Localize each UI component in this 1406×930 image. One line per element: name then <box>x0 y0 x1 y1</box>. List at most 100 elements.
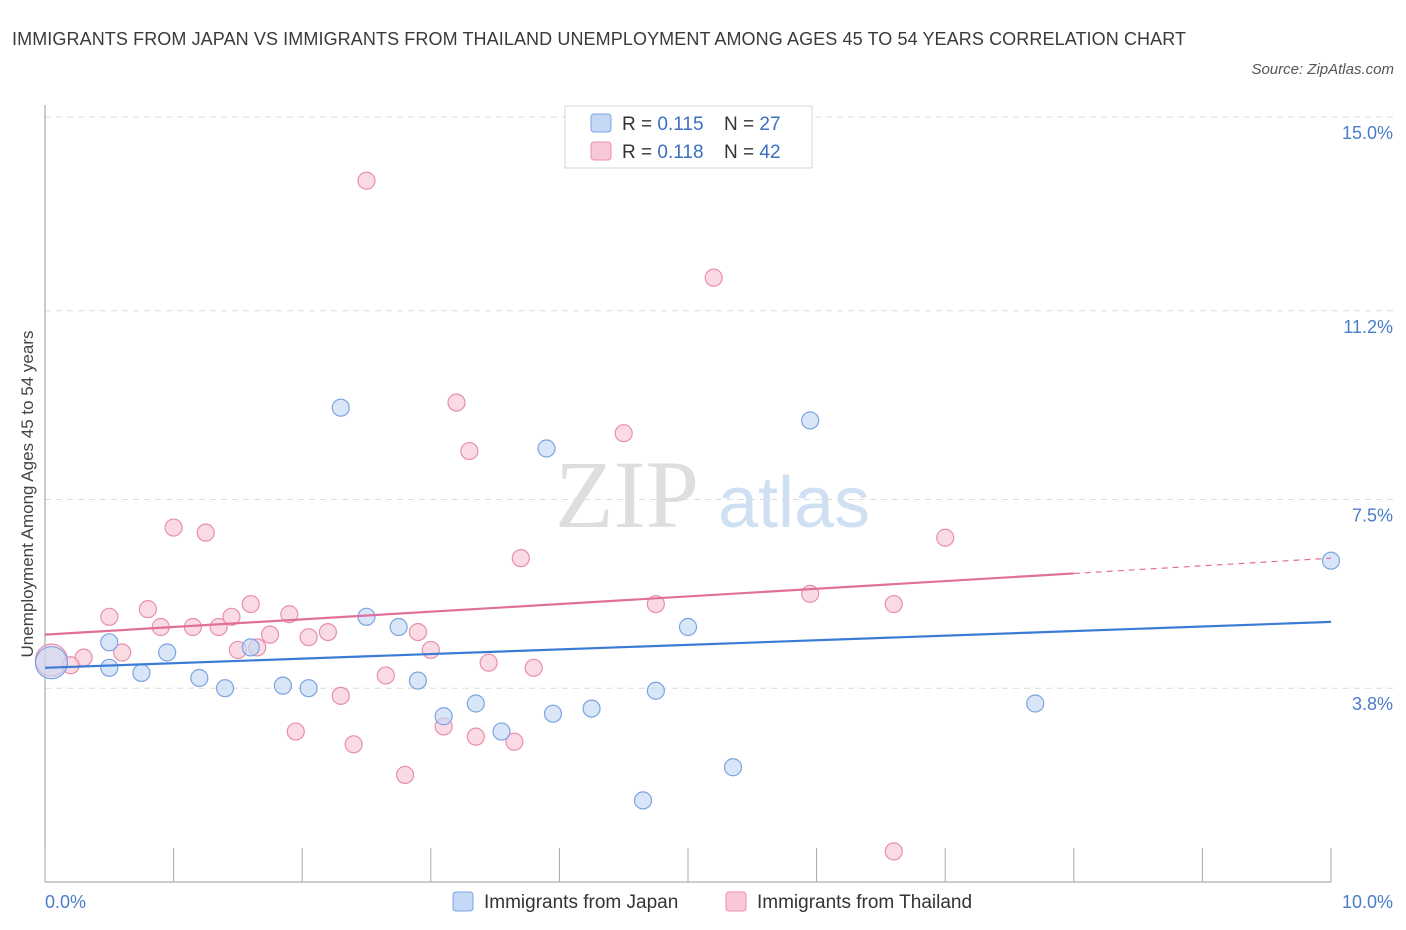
thailand-point <box>286 722 305 741</box>
japan-point <box>273 676 293 695</box>
japan-point <box>100 658 119 677</box>
japan-point <box>132 663 151 683</box>
bottom-legend-label-japan: Immigrants from Japan <box>484 892 678 913</box>
legend-n-label: N = <box>724 142 759 163</box>
thailand-point <box>936 528 955 547</box>
bottom-legend-label-thailand: Immigrants from Thailand <box>757 892 972 913</box>
japan-point <box>801 411 820 430</box>
y-tick-label: 7.5% <box>1352 506 1393 526</box>
legend-box: R = 0.115 N = 27 R = 0.118 N = 42 <box>564 105 813 169</box>
x-axis-ticks <box>44 848 1332 882</box>
legend-swatch-japan <box>590 113 612 133</box>
legend-swatch-thailand <box>590 141 612 161</box>
thailand-point <box>357 171 376 190</box>
thailand-point <box>646 594 665 614</box>
thailand-point <box>704 268 723 287</box>
japan-point <box>1026 694 1045 713</box>
trend-line-thailand <box>44 572 1074 636</box>
thailand-point <box>614 424 633 443</box>
y-tick-label: 15.0% <box>1342 123 1393 143</box>
legend-r-value: 0.115 <box>657 114 703 135</box>
thailand-point <box>884 842 903 861</box>
source-label: Source: ZipAtlas.com <box>1251 61 1394 78</box>
thailand-point <box>138 600 157 619</box>
x-tick-label-max: 10.0% <box>1342 892 1393 912</box>
japan-point <box>646 681 665 700</box>
japan-point <box>100 633 119 652</box>
thailand-point <box>318 622 338 642</box>
legend-n-label: N = <box>724 114 759 135</box>
thailand-point <box>505 732 524 751</box>
legend-r-label: R = <box>622 114 657 135</box>
legend-row-japan: R = 0.115 <box>622 114 704 135</box>
watermark-zip: ZIP <box>555 441 699 548</box>
x-tick-label-min: 0.0% <box>45 892 86 912</box>
thailand-point <box>344 735 363 754</box>
japan-point <box>331 398 350 417</box>
legend-n-value: 27 <box>759 114 780 135</box>
bottom-legend-swatch-thailand <box>725 891 747 912</box>
thailand-point <box>280 605 299 624</box>
legend-row-thailand: R = 0.118 <box>622 142 704 163</box>
legend-r-value: 0.118 <box>657 142 703 163</box>
japan-point <box>215 679 235 698</box>
japan-point <box>492 722 511 741</box>
thailand-point <box>196 523 215 542</box>
thailand-point <box>376 666 395 685</box>
y-tick-label: 11.2% <box>1343 317 1393 337</box>
japan-point <box>466 694 485 713</box>
legend-n-row-thailand: N = 42 <box>724 142 781 163</box>
thailand-point <box>113 643 132 662</box>
japan-point <box>34 646 69 680</box>
thailand-point <box>421 640 440 660</box>
thailand-point <box>100 607 119 626</box>
japan-point <box>582 699 601 718</box>
japan-point <box>190 668 209 688</box>
thailand-point <box>408 622 428 642</box>
thailand-point <box>299 628 318 647</box>
legend-r-label: R = <box>622 142 657 163</box>
trend-line-japan <box>44 620 1332 669</box>
japan-point <box>241 638 260 657</box>
trend-line-thailand-extension <box>1073 557 1332 575</box>
legend-n-row-japan: N = 27 <box>724 114 781 135</box>
thailand-point <box>524 658 543 677</box>
japan-point <box>723 758 743 777</box>
japan-point <box>299 679 318 698</box>
thailand-point <box>447 393 466 412</box>
bottom-legend: Immigrants from Japan Immigrants from Th… <box>452 891 972 913</box>
thailand-point <box>260 625 280 644</box>
y-tick-labels: 3.8% 7.5% 11.2% 15.0% <box>1342 123 1393 714</box>
thailand-point <box>209 617 228 637</box>
grid-lines <box>45 116 1393 689</box>
japan-point <box>434 707 453 726</box>
chart-title: IMMIGRANTS FROM JAPAN VS IMMIGRANTS FROM… <box>12 29 1187 49</box>
japan-point <box>158 643 177 662</box>
watermark: ZIP atlas <box>555 441 870 548</box>
y-tick-label: 3.8% <box>1352 694 1393 714</box>
legend-n-value: 42 <box>759 142 780 163</box>
thailand-point <box>241 594 260 614</box>
japan-point <box>633 791 653 810</box>
thailand-point <box>331 686 350 705</box>
japan-point <box>389 617 408 637</box>
y-axis-label: Unemployment Among Ages 45 to 54 years <box>18 331 37 658</box>
trend-lines <box>44 557 1332 669</box>
thailand-point <box>884 594 903 614</box>
japan-point <box>1321 551 1341 570</box>
thailand-point <box>222 607 241 626</box>
japan-point <box>678 617 698 637</box>
japan-point <box>537 439 556 458</box>
thailand-point <box>466 727 485 746</box>
thailand-point <box>395 765 415 785</box>
thailand-point <box>460 441 479 461</box>
thailand-point <box>164 518 183 537</box>
series-japan-points <box>34 398 1341 810</box>
japan-point <box>543 704 563 723</box>
thailand-point <box>511 549 530 568</box>
bottom-legend-swatch-japan <box>452 891 474 912</box>
thailand-point <box>479 653 498 672</box>
watermark-atlas: atlas <box>718 463 870 543</box>
japan-point <box>408 671 428 690</box>
